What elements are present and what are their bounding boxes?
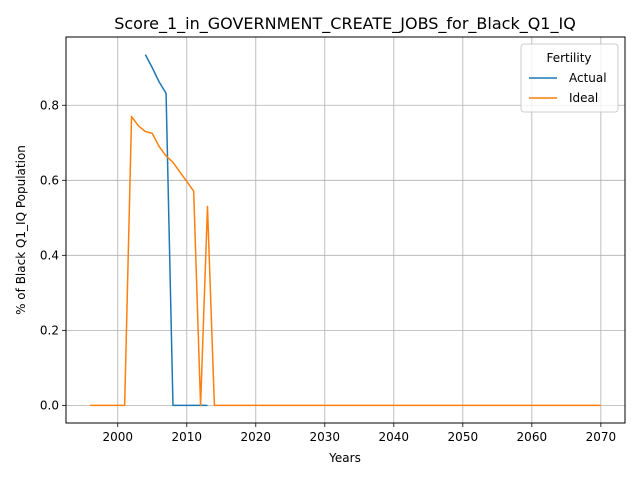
x-tick-label: 2000 bbox=[102, 430, 133, 444]
x-tick-label: 2070 bbox=[586, 430, 617, 444]
plot-area-frame bbox=[65, 36, 626, 424]
series-line-actual bbox=[144, 54, 208, 407]
y-tick-label: 0.8 bbox=[40, 98, 59, 112]
legend-frame bbox=[520, 43, 619, 113]
y-tick-label: 0.4 bbox=[40, 248, 59, 262]
x-tick-label: 2020 bbox=[241, 430, 272, 444]
y-tick-label: 0.0 bbox=[40, 398, 59, 412]
series-lines bbox=[90, 54, 601, 407]
x-tick-label: 2040 bbox=[379, 430, 410, 444]
legend: Fertility Actual Ideal bbox=[520, 43, 619, 113]
x-axis-label: Years bbox=[328, 451, 361, 465]
x-axis-ticks: 2000 2010 2020 2030 2040 2050 2060 2070 bbox=[102, 423, 616, 444]
chart-title: Score_1_in_GOVERNMENT_CREATE_JOBS_for_Bl… bbox=[114, 14, 576, 34]
x-tick-label: 2060 bbox=[517, 430, 548, 444]
y-tick-label: 0.6 bbox=[40, 173, 59, 187]
legend-label-actual: Actual bbox=[569, 71, 607, 85]
y-tick-label: 0.2 bbox=[40, 323, 59, 337]
series-line-ideal bbox=[90, 115, 601, 407]
y-axis-ticks: 0.0 0.2 0.4 0.6 0.8 bbox=[40, 98, 66, 412]
y-axis-label: % of Black Q1_IQ Population bbox=[14, 145, 28, 315]
x-tick-label: 2050 bbox=[448, 430, 479, 444]
x-tick-label: 2030 bbox=[310, 430, 341, 444]
x-tick-label: 2010 bbox=[171, 430, 202, 444]
legend-label-ideal: Ideal bbox=[569, 91, 598, 105]
legend-title: Fertility bbox=[546, 51, 591, 65]
